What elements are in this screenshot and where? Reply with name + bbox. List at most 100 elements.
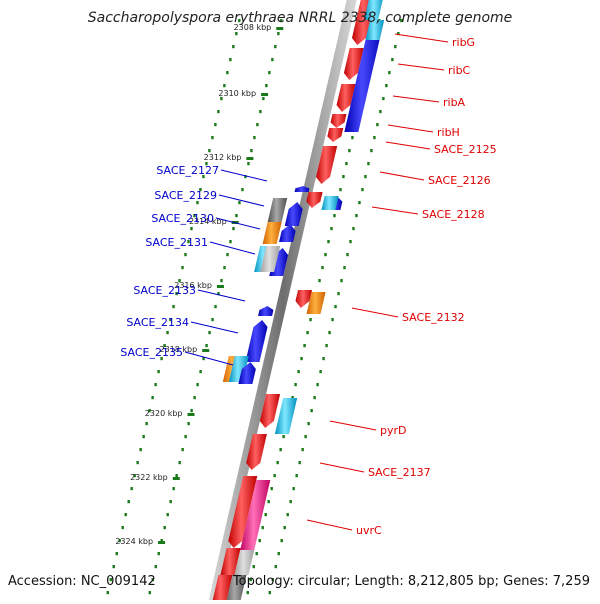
gene-label-reverse[interactable]: SACE_2133 — [133, 284, 196, 297]
cds-feature[interactable] — [258, 306, 274, 316]
rail-dot — [345, 162, 348, 166]
cds-feature[interactable] — [279, 224, 296, 242]
rail-dot — [229, 240, 232, 244]
rail-dot — [283, 526, 286, 530]
cds-feature[interactable] — [274, 398, 298, 434]
rail-dot — [175, 474, 178, 478]
gene-label-reverse[interactable]: SACE_2131 — [145, 236, 208, 249]
cds-feature[interactable] — [284, 202, 303, 226]
backbone-track — [207, 0, 357, 604]
gene-label-forward[interactable]: ribH — [437, 126, 460, 139]
rail-dot — [136, 461, 139, 465]
cds-feature[interactable] — [260, 246, 281, 272]
gene-label-forward[interactable]: ribC — [448, 64, 471, 77]
cds-feature[interactable] — [267, 198, 288, 222]
cds-feature[interactable] — [262, 222, 282, 244]
cds-feature[interactable] — [246, 434, 267, 470]
cds-feature[interactable] — [330, 114, 347, 128]
cds-feature[interactable] — [234, 550, 255, 575]
rail-dot — [202, 357, 205, 361]
rail-dot — [337, 292, 340, 296]
rail-dot — [279, 448, 282, 452]
label-leader-line — [397, 63, 445, 71]
gene-label-forward[interactable]: ribG — [452, 36, 475, 49]
tick-label: 2318 kbp — [160, 345, 198, 354]
cds-feature[interactable] — [327, 128, 344, 142]
gene-label-reverse[interactable]: SACE_2127 — [156, 164, 219, 177]
cds-feature[interactable] — [316, 146, 338, 184]
rail-dot — [226, 253, 229, 257]
tick-mark — [158, 541, 166, 544]
rail-dot — [373, 136, 376, 140]
rail-dot — [319, 370, 322, 374]
tick-mark — [172, 477, 180, 480]
rail-dot — [379, 110, 382, 114]
label-leader-line — [351, 307, 399, 318]
gene-label-forward[interactable]: ribA — [443, 96, 466, 109]
rail-dot — [300, 357, 303, 361]
cds-feature[interactable] — [306, 192, 323, 208]
cds-feature[interactable] — [364, 0, 385, 20]
gene-label-reverse[interactable]: SACE_2129 — [154, 189, 217, 202]
cds-feature[interactable] — [220, 548, 241, 575]
rail-dot — [324, 253, 327, 257]
gene-label-forward[interactable]: SACE_2128 — [422, 208, 485, 221]
cds-feature[interactable] — [295, 290, 313, 308]
label-leader-line — [387, 124, 434, 133]
rail-dot — [112, 565, 115, 569]
cds-feature[interactable] — [343, 48, 364, 80]
cds-feature[interactable] — [294, 186, 310, 192]
rail-dot — [238, 201, 241, 205]
cds-feature[interactable] — [306, 292, 326, 314]
cds-feature[interactable] — [228, 476, 258, 548]
rail-dot — [303, 344, 306, 348]
gene-label-reverse[interactable]: SACE_2135 — [120, 346, 183, 359]
rail-dot — [274, 45, 277, 49]
cds-feature[interactable] — [238, 362, 256, 384]
gene-label-reverse[interactable]: SACE_2134 — [126, 316, 189, 329]
rail-dot — [214, 305, 217, 309]
cds-feature[interactable] — [259, 394, 281, 428]
rail-dot — [217, 110, 220, 114]
rail-dot — [205, 162, 208, 166]
label-leader-line — [319, 462, 365, 473]
rail-dot — [385, 84, 388, 88]
rail-dot — [184, 435, 187, 439]
label-leader-line — [184, 351, 234, 366]
gene-label-forward[interactable]: SACE_2132 — [402, 311, 465, 324]
tick-mark — [246, 157, 254, 160]
rail-dot — [121, 526, 124, 530]
gene-label-reverse[interactable]: SACE_2130 — [151, 212, 214, 225]
rail-dot — [321, 266, 324, 270]
rail-dot — [223, 84, 226, 88]
rail-dot — [142, 435, 145, 439]
gene-label-forward[interactable]: pyrD — [380, 424, 407, 437]
rail-dot — [151, 578, 154, 582]
gene-label-forward[interactable]: SACE_2137 — [368, 466, 431, 479]
rail-dot — [292, 487, 295, 491]
cds-feature[interactable] — [365, 20, 385, 40]
cds-feature[interactable] — [344, 22, 384, 132]
cds-feature[interactable] — [336, 84, 356, 112]
cds-feature[interactable] — [245, 320, 268, 362]
rail-dot — [238, 19, 241, 23]
gene-label-forward[interactable]: uvrC — [356, 524, 382, 537]
rail-dot — [246, 591, 249, 595]
cds-feature[interactable] — [239, 480, 271, 552]
cds-feature[interactable] — [210, 575, 233, 604]
rail-dot — [169, 500, 172, 504]
label-leader-line — [220, 169, 268, 182]
rail-dot — [307, 422, 310, 426]
map-title: Saccharopolyspora erythraea NRRL 2338, c… — [87, 10, 513, 26]
rail-dot — [166, 513, 169, 517]
rail-dot — [202, 175, 205, 179]
cds-feature[interactable] — [321, 196, 339, 210]
label-leader-line — [197, 289, 246, 302]
kbp-ticks: 2308 kbp 2310 kbp 2312 kbp 2314 kbp 2316 kbp… — [115, 23, 284, 546]
rail-dot — [220, 279, 223, 283]
rail-dot — [343, 266, 346, 270]
gene-label-forward[interactable]: SACE_2126 — [428, 174, 491, 187]
cds-feature[interactable] — [224, 575, 247, 604]
gene-label-forward[interactable]: SACE_2125 — [434, 143, 497, 156]
